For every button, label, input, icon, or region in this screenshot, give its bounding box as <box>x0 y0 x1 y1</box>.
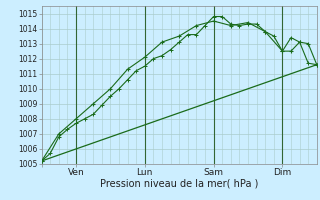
X-axis label: Pression niveau de la mer( hPa ): Pression niveau de la mer( hPa ) <box>100 179 258 189</box>
